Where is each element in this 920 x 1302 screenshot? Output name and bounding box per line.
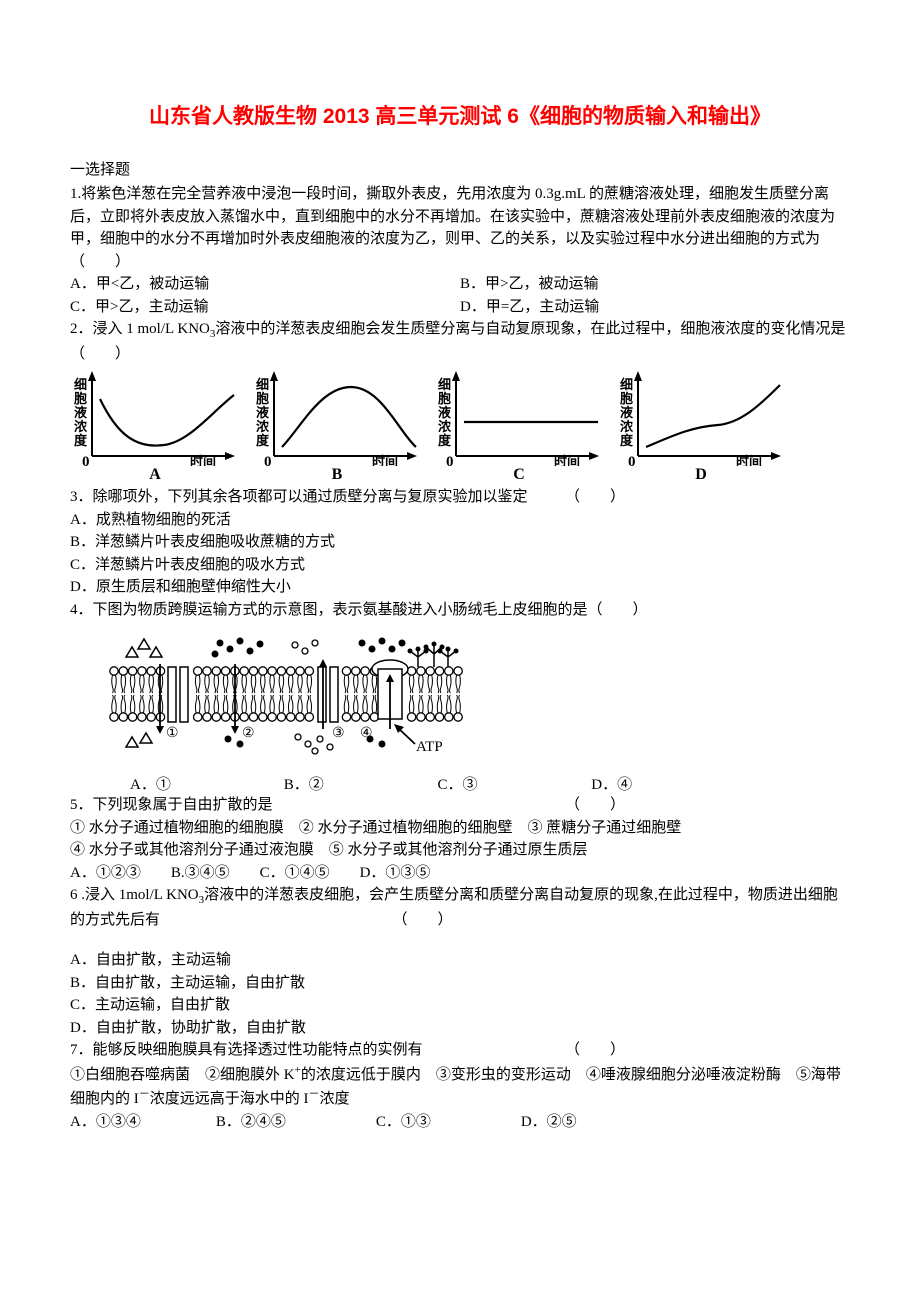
svg-text:胞: 胞 (255, 391, 269, 406)
q1-opt-c: C．甲>乙，主动运输 (70, 296, 460, 319)
q4-figure: ① ② ③ ④ ATP (100, 629, 850, 769)
q1-options: A．甲<乙，被动运输 B．甲>乙，被动运输 C．甲>乙，主动运输 D．甲=乙，主… (70, 273, 850, 318)
svg-text:胞: 胞 (73, 391, 87, 406)
svg-text:细: 细 (438, 377, 451, 392)
q6-opt-a: A．自由扩散，主动运输 (70, 949, 850, 972)
svg-text:度: 度 (74, 433, 88, 448)
svg-text:浓: 浓 (74, 419, 88, 434)
svg-text:ATP: ATP (416, 739, 443, 755)
q4-opt-c: C．③ (438, 773, 588, 794)
svg-text:液: 液 (438, 405, 451, 420)
q3-stem: 3．除哪项外，下列其余各项都可以通过质壁分离与复原实验加以鉴定 （ ） (70, 486, 850, 509)
svg-text:液: 液 (74, 405, 87, 420)
svg-text:液: 液 (256, 405, 269, 420)
q4-opt-b: B．② (284, 773, 434, 794)
q6-options: A．自由扩散，主动运输 B．自由扩散，主动运输，自由扩散 C．主动运输，自由扩散… (70, 949, 850, 1039)
q5-options: A．①②③ B.③④⑤ C．①④⑤ D．①③⑤ (70, 862, 850, 885)
svg-text:②: ② (242, 726, 255, 741)
chart-c: 细 胞 液 浓 度 0 时间 C (434, 371, 604, 484)
q7-sup2: － (139, 1088, 150, 1100)
q6-stem-a: 6 .浸入 1mol/L KNO (70, 887, 199, 903)
q2-stem-a: 2．浸入 1 mol/L KNO (70, 321, 210, 337)
q5-line3: ④ 水分子或其他溶剂分子通过液泡膜 ⑤ 水分子或其他溶剂分子通过原生质层 (70, 839, 850, 862)
svg-text:浓: 浓 (438, 419, 452, 434)
q3-options: A．成熟植物细胞的死活 B．洋葱鳞片叶表皮细胞吸收蔗糖的方式 C．洋葱鳞片叶表皮… (70, 509, 850, 599)
svg-text:度: 度 (620, 433, 634, 448)
svg-text:③: ③ (332, 726, 345, 741)
q2-charts: 细 胞 液 浓 度 0 时间 A 细 胞 液 浓 (70, 371, 850, 484)
svg-text:时间: 时间 (190, 454, 216, 466)
q7-stem: 7．能够反映细胞膜具有选择透过性功能特点的实例有 （ ） (70, 1039, 850, 1062)
chart-d: 细 胞 液 浓 度 0 时间 D (616, 371, 786, 484)
svg-text:细: 细 (620, 377, 633, 392)
chart-a-label: A (70, 466, 240, 484)
page-title: 山东省人教版生物 2013 高三单元测试 6《细胞的物质输入和输出》 (70, 100, 850, 130)
q1-opt-a: A．甲<乙，被动运输 (70, 273, 460, 296)
q1-stem: 1.将紫色洋葱在完全营养液中浸泡一段时间，撕取外表皮，先用浓度为 0.3g.mL… (70, 183, 850, 273)
q5-line2: ① 水分子通过植物细胞的细胞膜 ② 水分子通过植物细胞的细胞壁 ③ 蔗糖分子通过… (70, 817, 850, 840)
q4-opt-a: A．① (130, 773, 280, 794)
svg-text:0: 0 (82, 454, 90, 466)
svg-text:0: 0 (446, 454, 454, 466)
chart-c-label: C (434, 466, 604, 484)
q2-stem: 2．浸入 1 mol/L KNO3溶液中的洋葱表皮细胞会发生质壁分离与自动复原现… (70, 318, 850, 365)
svg-text:度: 度 (438, 433, 452, 448)
q6-opt-c: C．主动运输，自由扩散 (70, 994, 850, 1017)
svg-text:液: 液 (620, 405, 633, 420)
chart-a: 细 胞 液 浓 度 0 时间 A (70, 371, 240, 484)
q4-stem: 4．下图为物质跨膜运输方式的示意图，表示氨基酸进入小肠绒毛上皮细胞的是（ ） (70, 599, 850, 622)
q7-l2a: ①白细胞吞噬病菌 ②细胞膜外 K (70, 1067, 295, 1083)
chart-b-label: B (252, 466, 422, 484)
svg-text:④: ④ (360, 726, 373, 741)
q3-opt-b: B．洋葱鳞片叶表皮细胞吸收蔗糖的方式 (70, 531, 850, 554)
q7-options: A．①③④ B．②④⑤ C．①③ D．②⑤ (70, 1111, 850, 1134)
q3-opt-c: C．洋葱鳞片叶表皮细胞的吸水方式 (70, 554, 850, 577)
q4-opt-d: D．④ (591, 773, 741, 794)
svg-text:浓: 浓 (256, 419, 270, 434)
q7-l2d: 浓度 (320, 1091, 350, 1107)
q7-line2: ①白细胞吞噬病菌 ②细胞膜外 K+的浓度远低于膜内 ③变形虫的变形运动 ④唾液腺… (70, 1062, 850, 1111)
q5-stem: 5．下列现象属于自由扩散的是 （ ） (70, 794, 850, 817)
section-heading: 一选择题 (70, 158, 850, 179)
q7-sup3: － (309, 1088, 320, 1100)
q6-opt-d: D．自由扩散，协助扩散，自由扩散 (70, 1017, 850, 1040)
q1-opt-b: B．甲>乙，被动运输 (460, 273, 850, 296)
svg-text:时间: 时间 (372, 454, 398, 466)
q3-opt-d: D．原生质层和细胞壁伸缩性大小 (70, 576, 850, 599)
svg-text:时间: 时间 (554, 454, 580, 466)
svg-text:胞: 胞 (437, 391, 451, 406)
q4-options: A．① B．② C．③ D．④ (130, 773, 850, 794)
q6-opt-b: B．自由扩散，主动运输，自由扩散 (70, 972, 850, 995)
svg-text:细: 细 (256, 377, 269, 392)
svg-text:细: 细 (74, 377, 87, 392)
svg-text:胞: 胞 (619, 391, 633, 406)
svg-text:0: 0 (628, 454, 636, 466)
chart-d-label: D (616, 466, 786, 484)
svg-text:①: ① (166, 726, 179, 741)
svg-text:0: 0 (264, 454, 272, 466)
svg-text:时间: 时间 (736, 454, 762, 466)
q1-opt-d: D．甲=乙，主动运输 (460, 296, 850, 319)
svg-text:浓: 浓 (620, 419, 634, 434)
q7-l2c: 浓度远远高于海水中的 I (150, 1091, 309, 1107)
q6-stem: 6 .浸入 1mol/L KNO3溶液中的洋葱表皮细胞，会产生质壁分离和质壁分离… (70, 884, 850, 931)
q3-opt-a: A．成熟植物细胞的死活 (70, 509, 850, 532)
chart-b: 细 胞 液 浓 度 0 时间 B (252, 371, 422, 484)
svg-text:度: 度 (256, 433, 270, 448)
